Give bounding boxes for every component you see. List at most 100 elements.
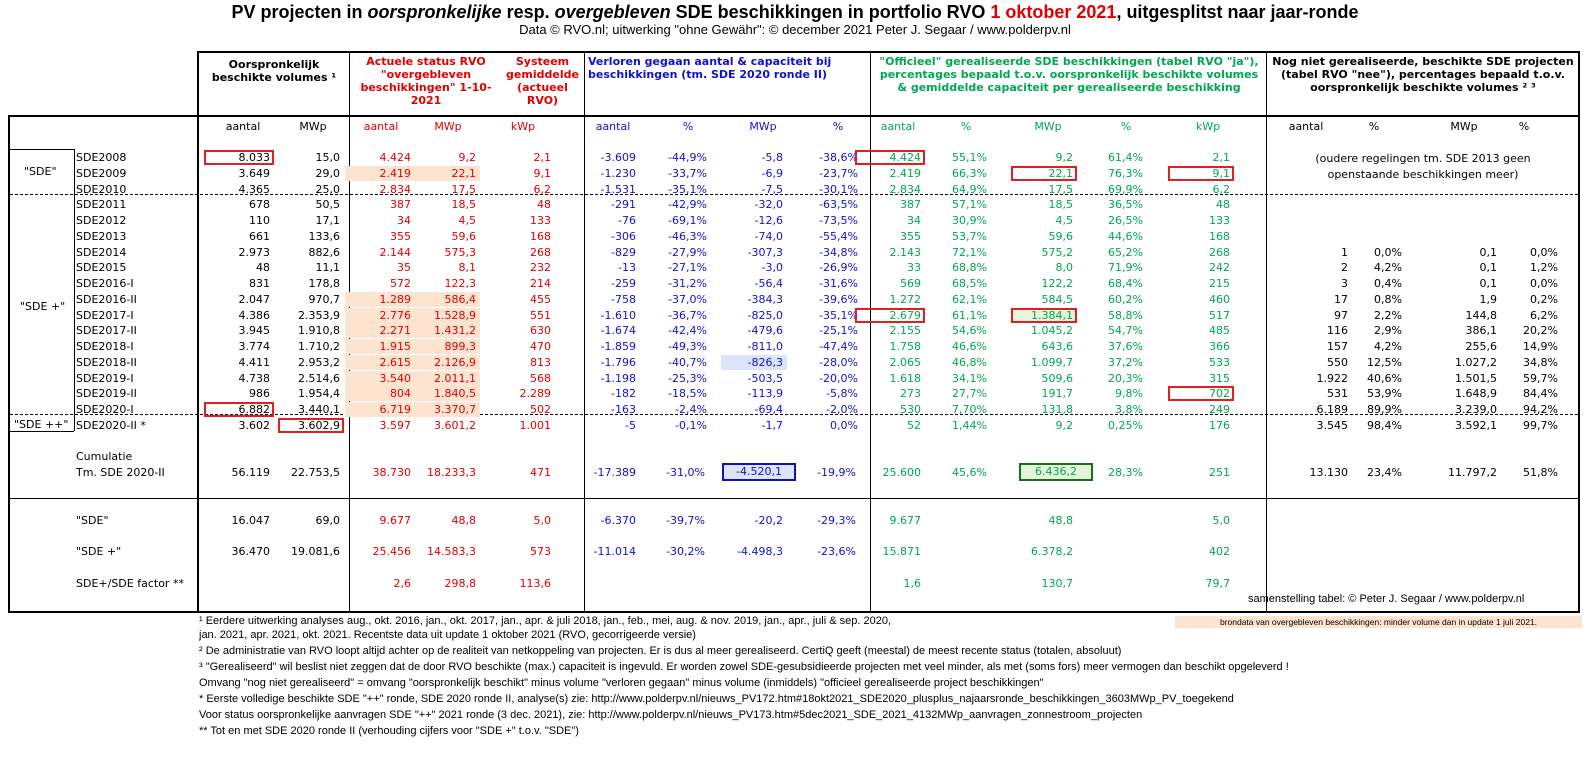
table-cell: 575,2 (1041, 245, 1074, 259)
divider-systeem (584, 51, 585, 613)
table-cell: 2.353,9 (298, 308, 340, 322)
subheader-11: % (960, 120, 972, 133)
group-label-sde: "SDE" (24, 165, 57, 178)
row-label: SDE2018-I (76, 340, 134, 353)
table-cell: -35,1% (819, 308, 858, 322)
table-cell: 1.027,2 (1455, 355, 1497, 369)
table-cell: 116 (1327, 324, 1348, 338)
table-cell: -39,6% (819, 292, 858, 306)
table-cell: 1.045,2 (1031, 324, 1073, 338)
table-cell: 3.440,1 (298, 403, 340, 416)
table-cell: 3,8% (1115, 403, 1143, 416)
table-cell: 2.155 (889, 324, 922, 338)
table-cell: 568 (530, 371, 551, 385)
table-cell: 122,2 (1041, 277, 1074, 290)
table-cell: -113,9 (747, 387, 783, 401)
row-label: SDE2009 (76, 166, 127, 180)
table-cell: 15,0 (315, 151, 341, 164)
table-cell: 68,4% (1108, 277, 1143, 290)
table-cell: -49,3% (668, 340, 707, 353)
subheader-1: aantal (225, 120, 261, 133)
table-cell: 50,5 (315, 198, 341, 212)
table-cell: 386,1 (1465, 324, 1498, 338)
table-cell: 899,3 (414, 339, 480, 354)
table-cell: 0,0% (1530, 245, 1558, 259)
summary-cell: -23,6% (817, 545, 856, 558)
table-cell: 702 (1168, 386, 1234, 402)
group-sdeplusplus-bottom (8, 431, 74, 432)
table-cell: -291 (611, 198, 636, 212)
row-label: SDE2018-II (76, 355, 137, 369)
table-cell: 455 (530, 292, 551, 306)
table-cell: 584,5 (1041, 292, 1074, 306)
table-cell: 9,8% (1115, 387, 1143, 401)
table-cell: -307,3 (747, 245, 783, 259)
header-verloren: Verloren gegaan aantal & capaciteit bij … (588, 55, 832, 81)
table-cell: 59,6 (1048, 229, 1074, 243)
table-cell: 6,2 (1212, 182, 1231, 196)
table-cell: 6,2 (533, 182, 552, 196)
table-cell: -1.230 (600, 166, 636, 180)
table-cell: 133 (1209, 214, 1230, 227)
table-cell: 2.065 (889, 355, 922, 369)
table-cell: 2.973 (238, 245, 271, 259)
table-cell: -825,0 (747, 308, 783, 322)
table-cell: -25,3% (668, 371, 707, 385)
table-cell: 4,5 (458, 214, 477, 227)
table-cell: 6,2% (1530, 308, 1558, 322)
table-cell: -35,1% (668, 182, 707, 196)
table-cell: -306 (611, 229, 636, 243)
subheader-18: % (1518, 120, 1530, 133)
table-cell: -31,2% (668, 277, 707, 290)
table-cell: 460 (1209, 292, 1230, 306)
subheader-12: MWp (1034, 120, 1062, 133)
summary-label: SDE+/SDE factor ** (76, 577, 184, 590)
table-cell: 366 (1209, 340, 1230, 353)
row-label: SDE2016-I (76, 277, 134, 290)
table-cell: 99,7% (1523, 418, 1558, 432)
table-cell: -182 (611, 387, 636, 401)
table-cell: 2,9% (1374, 324, 1402, 338)
table-cell: -2,4% (675, 403, 707, 416)
table-cell: 8,0 (1055, 261, 1074, 275)
table-cell: 550 (1327, 355, 1348, 369)
summary-cell: 130,7 (1041, 577, 1074, 590)
table-cell: 1.840,5 (414, 386, 480, 402)
table-cell: 1.758 (889, 340, 922, 353)
table-cell: 9,2 (1055, 151, 1074, 164)
cumulatie-bottom-border (8, 498, 1580, 499)
table-cell: 37,2% (1108, 355, 1143, 369)
table-cell: 52 (907, 418, 921, 432)
summary-cell: 9.677 (379, 514, 412, 527)
table-cell: 2,1 (1212, 151, 1231, 164)
table-cell: 98,4% (1367, 418, 1402, 432)
subheader-9: % (832, 120, 844, 133)
summary-cell: 19.081,6 (291, 545, 340, 558)
table-cell: 3.774 (238, 340, 271, 353)
table-cell: 387 (390, 198, 411, 212)
footnote-4: ³ "Gerealiseerd" wil beslist niet zeggen… (199, 661, 1289, 673)
table-cell: 12,5% (1367, 355, 1402, 369)
table-cell: 61,1% (952, 308, 987, 322)
table-cell: -1.531 (600, 182, 636, 196)
footnote-2: jan. 2021, apr. 2021, okt. 2021. Recents… (199, 629, 696, 641)
table-cell: 1,2% (1530, 261, 1558, 275)
table-cell: 18,5 (1048, 198, 1074, 212)
table-cell: 25,0 (315, 182, 341, 196)
table-cell: -6,9 (761, 166, 783, 180)
cumulatie-cell: -17.389 (593, 466, 636, 479)
header-systeem: Systeem gemiddelde (actueel RVO) (506, 55, 579, 107)
table-cell: 9,2 (1055, 418, 1074, 432)
table-cell: 0,4% (1374, 277, 1402, 290)
table-cell: 89,9% (1367, 403, 1402, 416)
table-cell: -163 (611, 403, 636, 416)
table-cell: -37,0% (668, 292, 707, 306)
table-cell: 97 (1334, 308, 1348, 322)
cumulatie-cell: 18.233,3 (427, 466, 476, 479)
table-cell: 1.431,2 (414, 323, 480, 339)
legend-note: brondata van overgebleven beschikkingen:… (1175, 616, 1582, 628)
table-cell: 1.648,9 (1455, 387, 1497, 401)
summary-cell: 48,8 (451, 514, 477, 527)
table-cell: 0,8% (1374, 292, 1402, 306)
table-cell: 1.272 (889, 292, 922, 306)
